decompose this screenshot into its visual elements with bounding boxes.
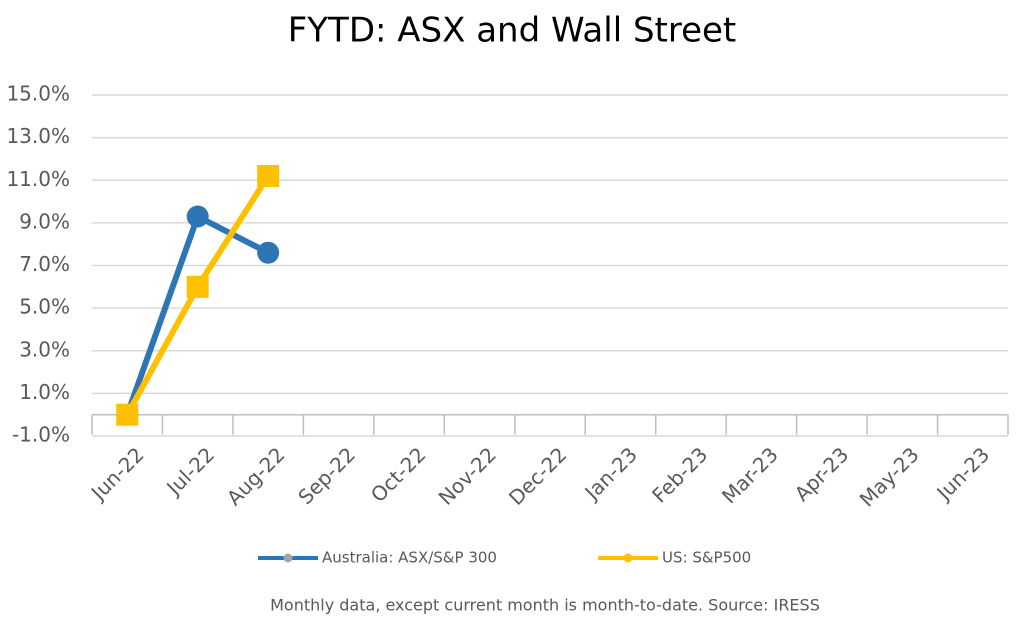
x-tick-label: Jul-22: [161, 442, 220, 501]
series-line: [124, 213, 270, 416]
y-tick-label: 13.0%: [6, 124, 70, 148]
data-point: [186, 275, 209, 298]
x-tick-label: Mar-23: [717, 442, 783, 508]
data-point: [186, 205, 209, 228]
legend-label: Australia: ASX/S&P 300: [322, 549, 497, 567]
data-point: [257, 164, 280, 187]
legend-marker: [283, 553, 293, 563]
x-tick-label: Sep-22: [293, 442, 360, 509]
x-tick-label: Jan-23: [579, 442, 642, 505]
y-tick-label: 15.0%: [6, 82, 70, 106]
y-tick-label: 11.0%: [6, 167, 70, 191]
y-tick-label: 1.0%: [19, 380, 70, 404]
x-tick-label: Jun-23: [931, 442, 995, 506]
x-tick-label: Jun-22: [85, 442, 149, 506]
footnote: Monthly data, except current month is mo…: [270, 596, 820, 615]
legend-label: US: S&P500: [662, 549, 751, 567]
data-point: [116, 403, 139, 426]
y-tick-label: 7.0%: [19, 252, 70, 276]
x-tick-label: Apr-23: [790, 442, 854, 506]
y-tick-label: 3.0%: [19, 337, 70, 361]
y-tick-label: 9.0%: [19, 209, 70, 233]
x-tick-label: Feb-23: [647, 442, 712, 507]
y-tick-label: 5.0%: [19, 295, 70, 319]
chart-title: FYTD: ASX and Wall Street: [288, 11, 737, 51]
legend-marker: [623, 553, 633, 563]
x-tick-label: May-23: [855, 442, 924, 511]
x-tick-label: Oct-22: [366, 442, 431, 507]
x-tick-label: Aug-22: [222, 442, 290, 510]
y-tick-label: -1.0%: [12, 423, 70, 447]
data-point: [257, 241, 280, 264]
x-tick-label: Dec-22: [504, 442, 571, 509]
x-tick-label: Nov-22: [434, 442, 501, 509]
